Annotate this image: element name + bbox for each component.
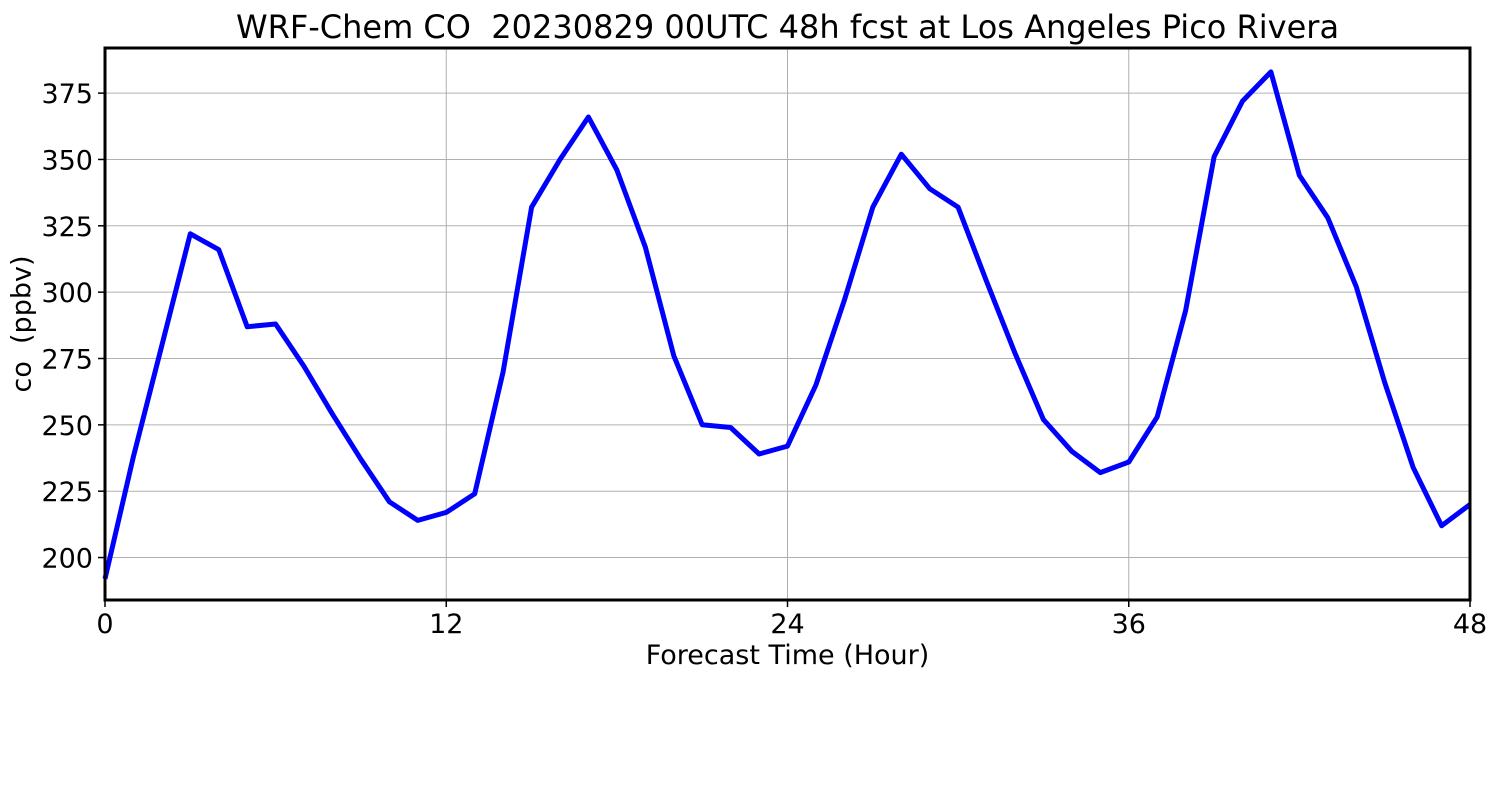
y-tick-label: 375 (41, 79, 93, 110)
series-line (102, 69, 1472, 580)
x-tick-label: 24 (770, 609, 804, 640)
y-tick-label: 275 (41, 345, 93, 376)
y-tick-label: 250 (41, 411, 93, 442)
y-tick-label: 200 (41, 544, 93, 575)
grid-lines (104, 48, 1471, 600)
x-axis-label: Forecast Time (Hour) (645, 640, 930, 671)
y-tick-label: 350 (41, 145, 93, 176)
y-tick-label: 225 (41, 477, 93, 508)
y-tick-label: 300 (41, 278, 93, 309)
chart-title: WRF-Chem CO 20230829 00UTC 48h fcst at L… (235, 8, 1340, 46)
series-layer (102, 69, 1472, 580)
x-tick-label: 12 (429, 609, 463, 640)
x-tick-label: 36 (1112, 609, 1146, 640)
y-tick-label: 325 (41, 212, 93, 243)
x-tick-label: 48 (1453, 609, 1487, 640)
x-tick-label: 0 (96, 609, 113, 640)
axis-ticks: 0 12 24 36 48 200 225 250 275 300 325 350 375 (41, 79, 1487, 640)
